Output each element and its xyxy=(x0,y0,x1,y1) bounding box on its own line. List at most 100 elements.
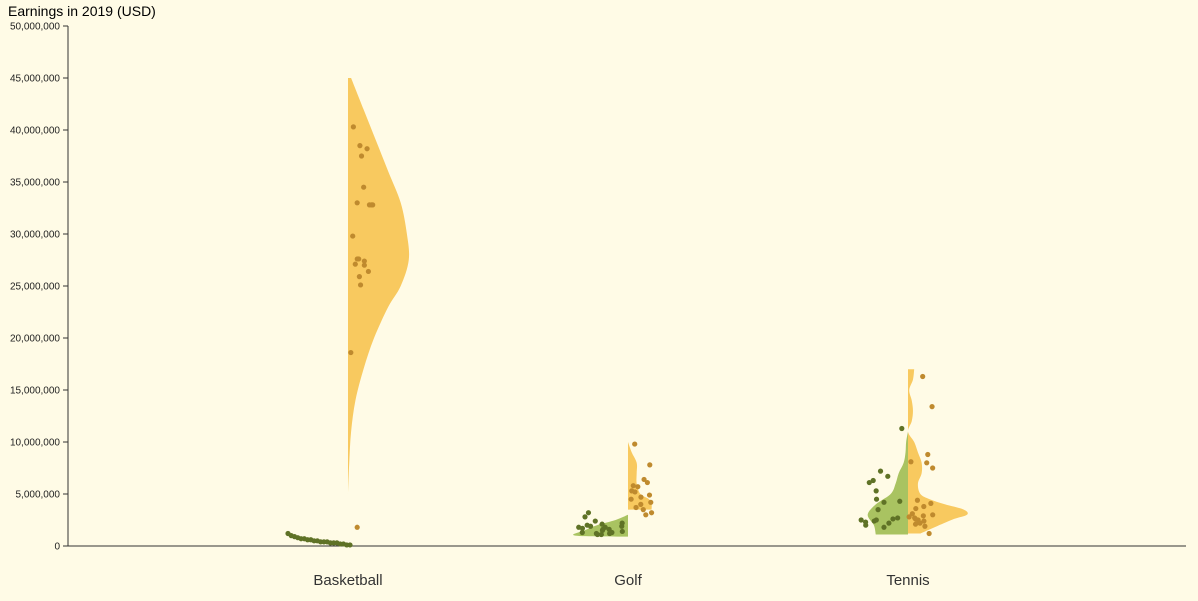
y-tick-label: 0 xyxy=(54,542,60,553)
y-tick-label: 30,000,000 xyxy=(10,230,60,241)
data-point-women xyxy=(886,520,892,526)
data-point-women xyxy=(607,530,613,537)
data-point-women xyxy=(599,527,606,534)
data-point-women xyxy=(619,523,625,529)
violin-men-basketball xyxy=(348,78,410,494)
data-point-men xyxy=(909,511,915,517)
data-point-men xyxy=(356,274,362,280)
data-point-men xyxy=(643,512,649,518)
data-point-men xyxy=(632,489,638,495)
data-point-men xyxy=(640,507,646,513)
data-point-men xyxy=(361,258,367,264)
data-point-men xyxy=(908,459,914,465)
data-point-men xyxy=(926,530,932,537)
data-point-men xyxy=(632,441,638,447)
data-point-men xyxy=(912,521,919,527)
data-point-men xyxy=(929,404,935,410)
data-point-men xyxy=(630,483,636,489)
data-point-men xyxy=(924,460,930,466)
data-point-men xyxy=(361,262,367,268)
data-point-women xyxy=(594,531,601,538)
data-point-women xyxy=(598,531,604,538)
data-point-women xyxy=(873,496,880,502)
data-point-men xyxy=(644,479,650,486)
data-point-men xyxy=(350,233,356,239)
data-point-men xyxy=(357,282,364,288)
data-point-men xyxy=(633,504,639,511)
data-point-women xyxy=(587,523,594,529)
chart-title: Earnings in 2019 (USD) xyxy=(8,3,156,19)
data-point-men xyxy=(930,512,936,518)
data-point-men xyxy=(357,143,363,149)
data-point-men xyxy=(913,505,919,512)
data-point-men xyxy=(920,513,926,519)
data-point-women xyxy=(585,510,592,516)
y-tick-label: 45,000,000 xyxy=(10,74,60,85)
data-point-men xyxy=(648,510,655,516)
data-point-women xyxy=(881,524,887,530)
x-category-label: Golf xyxy=(614,572,642,589)
data-point-men xyxy=(358,153,365,159)
y-tick-label: 35,000,000 xyxy=(10,178,60,189)
data-point-men xyxy=(920,373,926,380)
data-point-men xyxy=(921,503,927,510)
data-point-women xyxy=(890,516,896,522)
y-tick-label: 20,000,000 xyxy=(10,334,60,345)
data-point-men xyxy=(917,520,923,526)
x-category-label: Basketball xyxy=(313,572,382,589)
data-point-women xyxy=(863,522,869,528)
dots-layer xyxy=(285,124,936,548)
y-axis: 0 5,000,000 10,000,000 15,000,000 20,000,000… xyxy=(10,22,69,553)
data-point-men xyxy=(914,497,921,503)
data-point-men xyxy=(635,484,641,490)
data-point-men xyxy=(922,523,928,529)
data-point-women xyxy=(897,498,903,504)
data-point-men xyxy=(928,500,934,506)
data-point-men xyxy=(361,184,367,190)
data-point-women xyxy=(579,529,585,536)
data-point-men xyxy=(646,492,653,498)
data-point-women xyxy=(582,514,588,520)
data-point-men xyxy=(364,146,370,152)
x-axis: Basketball Golf Tennis xyxy=(68,545,1186,589)
data-point-men xyxy=(925,451,931,458)
data-point-men xyxy=(906,514,912,520)
y-tick-label: 25,000,000 xyxy=(10,282,60,293)
data-point-women xyxy=(579,525,586,531)
data-point-men xyxy=(354,524,360,530)
data-point-women xyxy=(619,528,625,535)
data-point-men xyxy=(638,494,644,500)
data-point-women xyxy=(873,488,879,494)
data-point-men xyxy=(368,202,375,208)
data-point-men xyxy=(647,462,653,468)
y-tick-label: 5,000,000 xyxy=(16,490,61,501)
x-category-label: Tennis xyxy=(886,572,929,589)
y-tick-label: 50,000,000 xyxy=(10,22,60,33)
data-point-men xyxy=(352,261,358,267)
data-point-men xyxy=(930,465,936,471)
data-point-women xyxy=(877,468,884,474)
data-point-men xyxy=(921,518,927,524)
data-point-women xyxy=(881,499,887,505)
data-point-women xyxy=(866,479,872,486)
violins-layer xyxy=(348,78,968,537)
y-tick-label: 40,000,000 xyxy=(10,126,60,137)
data-point-women xyxy=(592,518,598,524)
data-point-men xyxy=(348,349,354,356)
data-point-women xyxy=(875,507,881,513)
data-point-men xyxy=(638,501,644,507)
y-tick-label: 15,000,000 xyxy=(10,386,60,397)
data-point-women xyxy=(858,517,864,523)
data-point-women xyxy=(895,515,901,521)
data-point-women xyxy=(885,473,891,479)
data-point-men xyxy=(354,200,360,206)
data-point-women xyxy=(870,477,876,484)
data-point-men xyxy=(365,268,372,275)
data-point-men xyxy=(641,476,647,483)
y-tick-label: 10,000,000 xyxy=(10,438,60,449)
data-point-women xyxy=(871,518,877,524)
data-point-women xyxy=(899,425,905,432)
data-point-men xyxy=(628,496,634,502)
data-point-men xyxy=(648,499,654,505)
